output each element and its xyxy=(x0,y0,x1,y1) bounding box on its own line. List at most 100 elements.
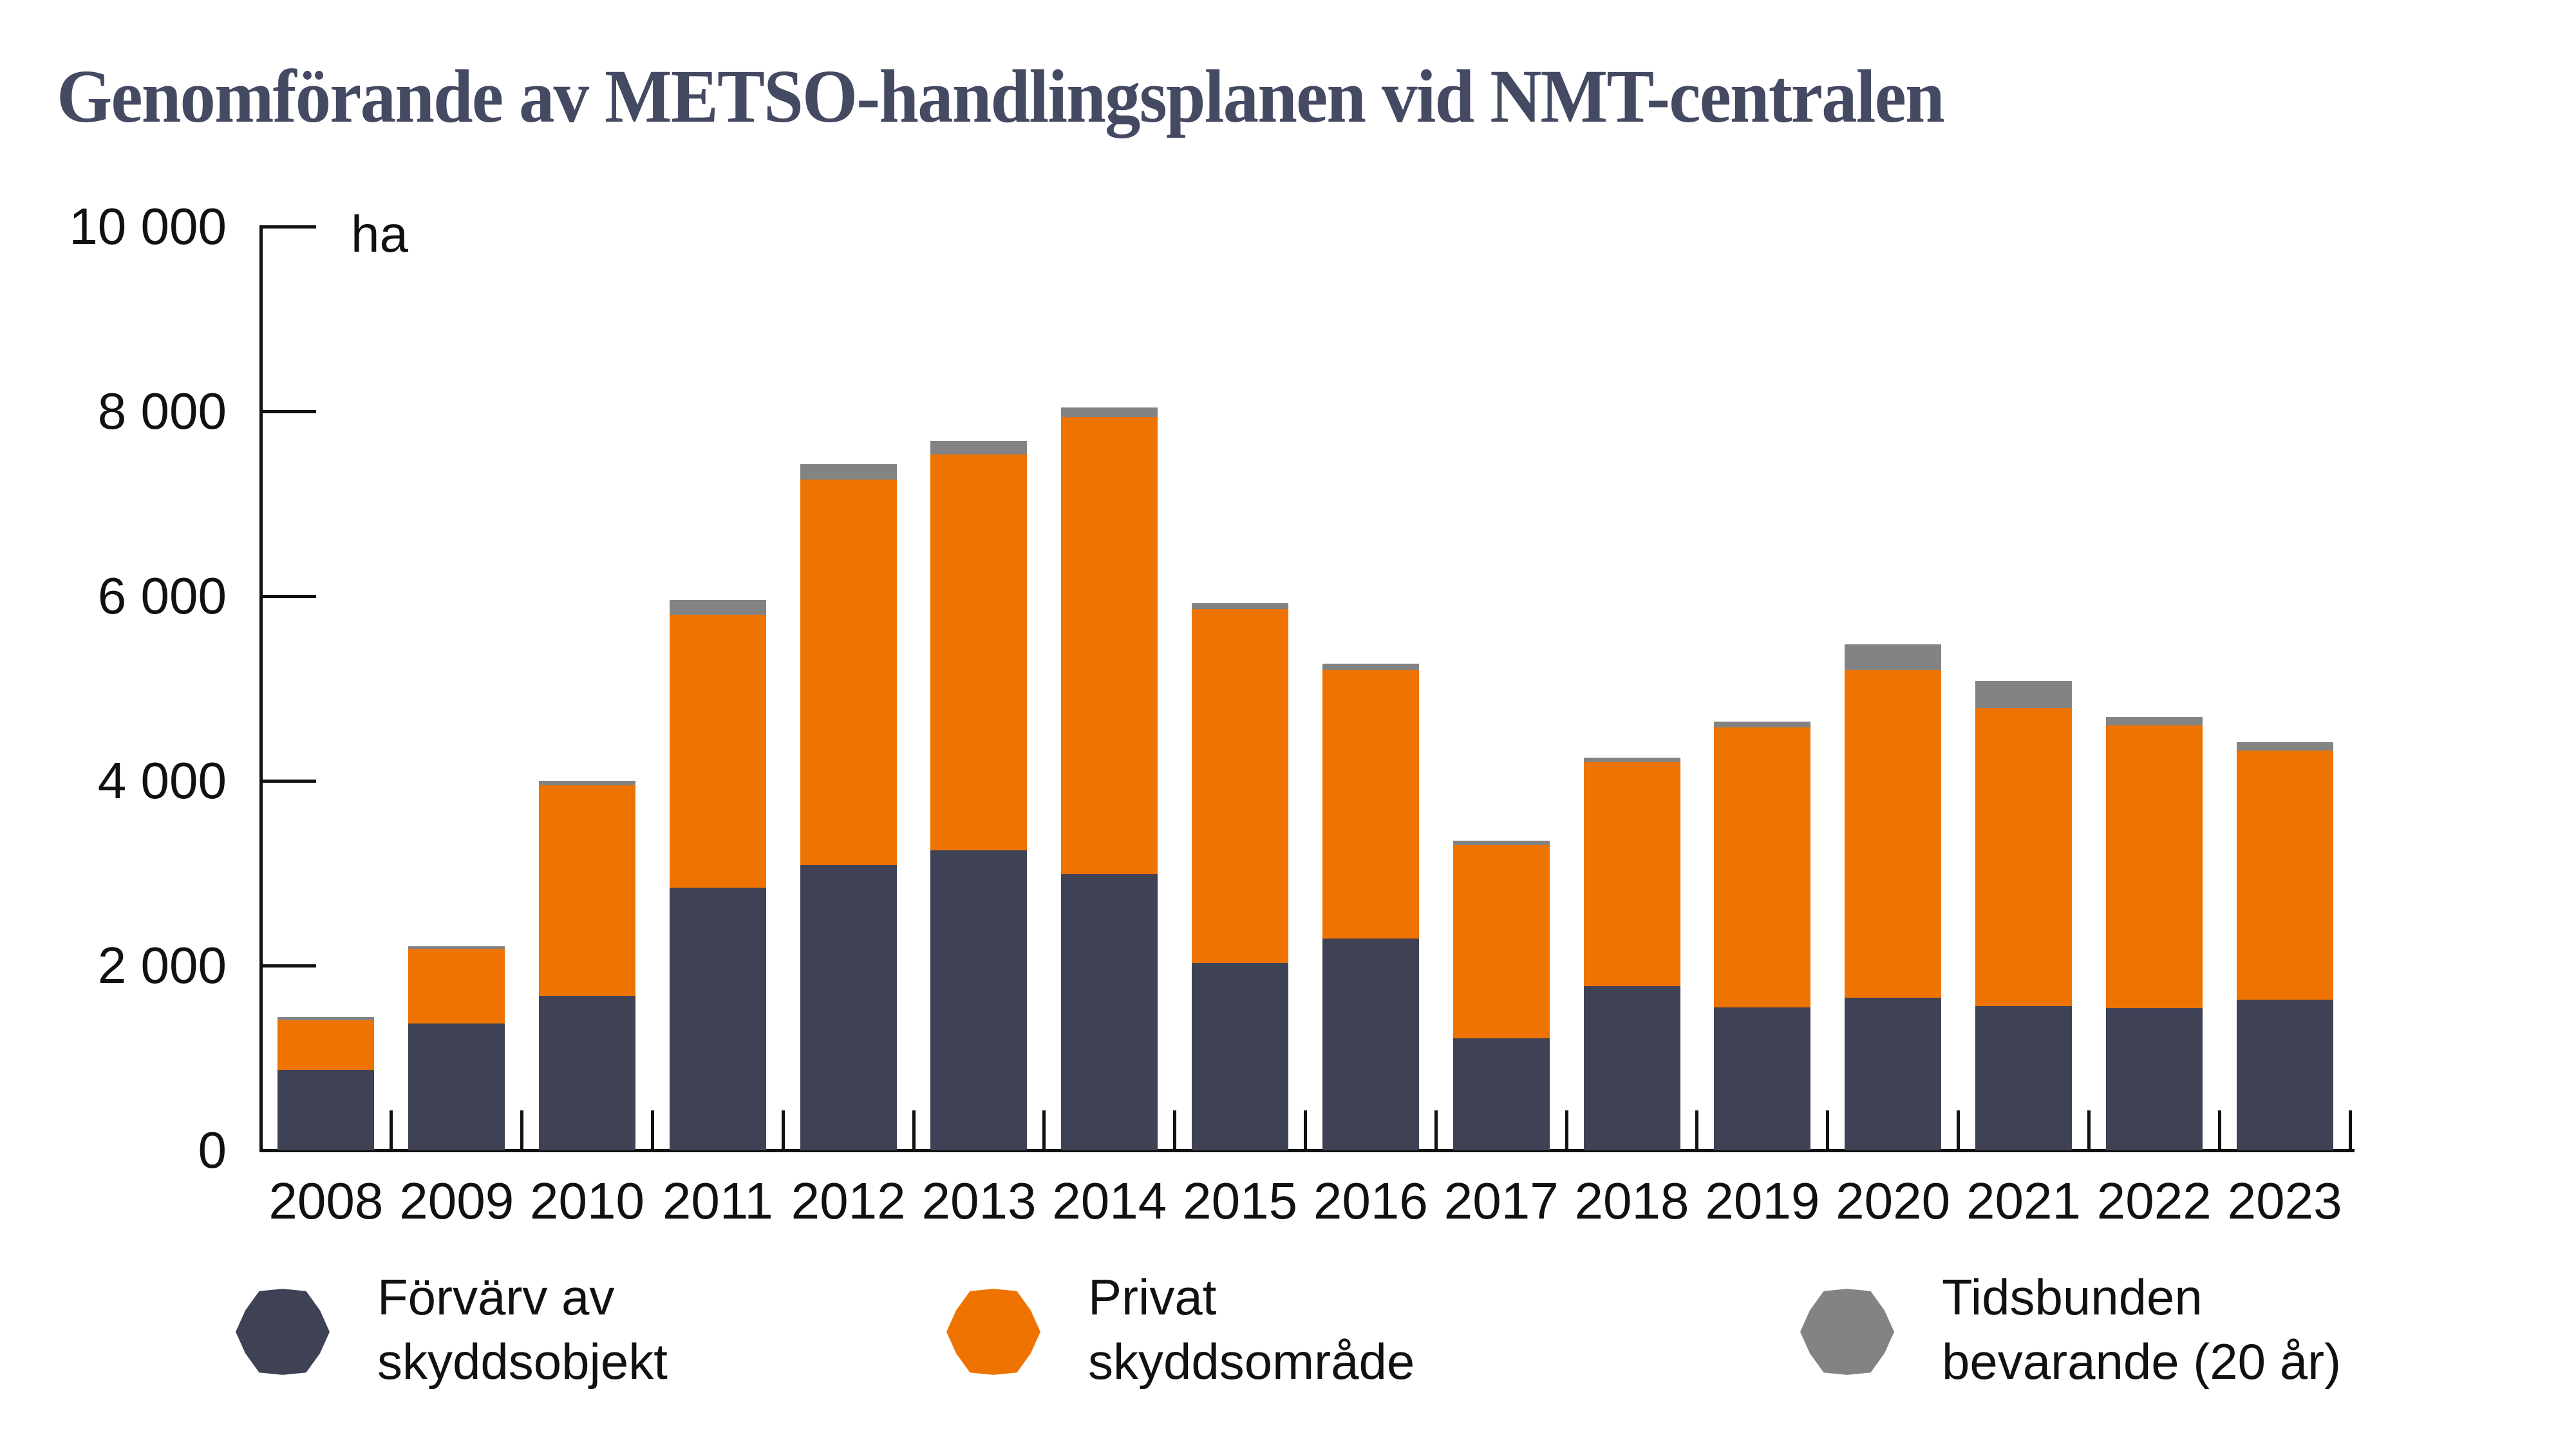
x-axis-label-2015: 2015 xyxy=(1183,1172,1298,1229)
x-tick-mark-2 xyxy=(520,1110,524,1150)
x-tick-mark-6 xyxy=(1042,1110,1046,1150)
bar-2009-tidsbunden-bevarande-20-r- xyxy=(408,946,505,949)
bar-2021-f-rv-rv-av-skyddsobjekt xyxy=(1975,1006,2072,1150)
y-tick-label-10000: 10 000 xyxy=(69,198,227,255)
forvarv-blob-shape xyxy=(236,1289,330,1375)
bar-2009-f-rv-rv-av-skyddsobjekt xyxy=(408,1024,505,1150)
x-tick-mark-13 xyxy=(1957,1110,1960,1150)
bar-2010-privat-skyddsomr-de xyxy=(539,785,636,996)
legend-label-privat-line1: Privat xyxy=(1088,1269,1217,1325)
legend-label-tidsbunden-line1: Tidsbunden xyxy=(1942,1269,2203,1325)
x-axis-label-2008: 2008 xyxy=(268,1172,384,1229)
y-tick-mark-10000 xyxy=(261,225,316,229)
bar-2012-f-rv-rv-av-skyddsobjekt xyxy=(800,865,897,1150)
y-tick-label-4000: 4 000 xyxy=(97,752,227,809)
x-tick-mark-9 xyxy=(1434,1110,1438,1150)
legend: Förvärv av skyddsobjekt Privat skyddsomr… xyxy=(0,1265,2576,1432)
x-axis-label-2021: 2021 xyxy=(1966,1172,2081,1229)
x-tick-mark-14 xyxy=(2087,1110,2091,1150)
bar-2008-tidsbunden-bevarande-20-r- xyxy=(277,1017,375,1020)
y-tick-mark-8000 xyxy=(261,409,316,413)
bar-2019-f-rv-rv-av-skyddsobjekt xyxy=(1714,1007,1811,1150)
legend-label-tidsbunden-line2: bevarande (20 år) xyxy=(1942,1333,2342,1390)
bar-2012-privat-skyddsomr-de xyxy=(800,480,897,865)
y-axis-line xyxy=(259,225,263,1152)
x-axis-label-2022: 2022 xyxy=(2096,1172,2212,1229)
bar-2019-privat-skyddsomr-de xyxy=(1714,727,1811,1007)
y-tick-label-0: 0 xyxy=(198,1121,227,1179)
bar-2010-f-rv-rv-av-skyddsobjekt xyxy=(539,996,636,1150)
x-axis-label-2011: 2011 xyxy=(662,1172,773,1229)
bar-2015-privat-skyddsomr-de xyxy=(1192,609,1289,963)
legend-item-privat-skyddsomrade: Privat skyddsområde xyxy=(941,1265,1650,1432)
x-axis-label-2013: 2013 xyxy=(921,1172,1037,1229)
bar-2008-f-rv-rv-av-skyddsobjekt xyxy=(277,1070,375,1150)
legend-item-forvarv-av-skyddsobjekt: Förvärv av skyddsobjekt xyxy=(230,1265,939,1432)
x-axis-line xyxy=(259,1149,2355,1152)
legend-label-forvarv: Förvärv av skyddsobjekt xyxy=(377,1265,668,1394)
privat-blob-shape xyxy=(946,1289,1040,1375)
x-tick-mark-10 xyxy=(1565,1110,1568,1150)
bar-2021-tidsbunden-bevarande-20-r- xyxy=(1975,681,2072,708)
bar-2015-tidsbunden-bevarande-20-r- xyxy=(1192,603,1289,610)
y-tick-label-6000: 6 000 xyxy=(97,567,227,624)
bar-2011-privat-skyddsomr-de xyxy=(669,614,766,888)
x-axis-label-2009: 2009 xyxy=(399,1172,514,1229)
x-axis-label-2018: 2018 xyxy=(1574,1172,1689,1229)
bar-2009-privat-skyddsomr-de xyxy=(408,949,505,1024)
x-tick-mark-11 xyxy=(1695,1110,1699,1150)
legend-label-forvarv-line2: skyddsobjekt xyxy=(377,1333,668,1390)
x-tick-mark-15 xyxy=(2217,1110,2221,1150)
y-axis-unit-label: ha xyxy=(351,205,408,263)
bar-2022-privat-skyddsomr-de xyxy=(2105,725,2203,1008)
bar-2020-privat-skyddsomr-de xyxy=(1845,669,1942,998)
bar-2010-tidsbunden-bevarande-20-r- xyxy=(539,781,636,786)
y-tick-mark-6000 xyxy=(261,594,316,598)
x-tick-mark-12 xyxy=(1826,1110,1830,1150)
bar-2016-tidsbunden-bevarande-20-r- xyxy=(1322,663,1419,670)
bar-2008-privat-skyddsomr-de xyxy=(277,1020,375,1070)
legend-label-forvarv-line1: Förvärv av xyxy=(377,1269,615,1325)
bar-2016-f-rv-rv-av-skyddsobjekt xyxy=(1322,939,1419,1150)
bar-2017-tidsbunden-bevarande-20-r- xyxy=(1453,841,1550,846)
bar-2011-tidsbunden-bevarande-20-r- xyxy=(669,599,766,615)
bar-2017-f-rv-rv-av-skyddsobjekt xyxy=(1453,1038,1550,1150)
x-tick-mark-16 xyxy=(2348,1110,2352,1150)
bar-2017-privat-skyddsomr-de xyxy=(1453,845,1550,1039)
bar-2021-privat-skyddsomr-de xyxy=(1975,707,2072,1007)
tidsbunden-bevarande-swatch-icon xyxy=(1800,1289,1894,1375)
bar-2018-f-rv-rv-av-skyddsobjekt xyxy=(1583,986,1680,1150)
legend-label-tidsbunden: Tidsbunden bevarande (20 år) xyxy=(1942,1265,2341,1394)
x-axis-label-2010: 2010 xyxy=(530,1172,645,1229)
bar-2013-f-rv-rv-av-skyddsobjekt xyxy=(930,850,1028,1150)
tidsbunden-blob-shape xyxy=(1800,1289,1894,1375)
bar-2023-privat-skyddsomr-de xyxy=(2236,750,2333,1000)
x-axis-label-2019: 2019 xyxy=(1705,1172,1820,1229)
bar-2011-f-rv-rv-av-skyddsobjekt xyxy=(669,888,766,1150)
bar-2019-tidsbunden-bevarande-20-r- xyxy=(1714,722,1811,727)
x-tick-mark-1 xyxy=(390,1110,393,1150)
x-axis-label-2016: 2016 xyxy=(1313,1172,1428,1229)
x-axis-label-2014: 2014 xyxy=(1052,1172,1167,1229)
forvarv-av-skyddsobjekt-swatch-icon xyxy=(236,1289,330,1375)
chart-title: Genomförande av METSO-handlingsplanen vi… xyxy=(57,54,1945,138)
x-tick-mark-3 xyxy=(650,1110,654,1150)
y-tick-mark-4000 xyxy=(261,779,316,783)
y-tick-label-8000: 8 000 xyxy=(97,382,227,440)
bar-2020-f-rv-rv-av-skyddsobjekt xyxy=(1845,998,1942,1150)
bar-2018-tidsbunden-bevarande-20-r- xyxy=(1583,758,1680,763)
legend-label-privat-line2: skyddsområde xyxy=(1088,1333,1415,1390)
x-tick-mark-4 xyxy=(781,1110,785,1150)
x-axis-label-2023: 2023 xyxy=(2227,1172,2342,1229)
x-axis-label-2020: 2020 xyxy=(1836,1172,1951,1229)
bar-2023-f-rv-rv-av-skyddsobjekt xyxy=(2236,1000,2333,1150)
bar-2023-tidsbunden-bevarande-20-r- xyxy=(2236,742,2333,751)
bar-2014-f-rv-rv-av-skyddsobjekt xyxy=(1061,874,1158,1150)
bar-2018-privat-skyddsomr-de xyxy=(1583,762,1680,986)
x-tick-mark-7 xyxy=(1173,1110,1177,1150)
bar-2014-privat-skyddsomr-de xyxy=(1061,416,1158,874)
bar-2016-privat-skyddsomr-de xyxy=(1322,669,1419,939)
x-axis-label-2017: 2017 xyxy=(1443,1172,1559,1229)
bar-2014-tidsbunden-bevarande-20-r- xyxy=(1061,407,1158,417)
